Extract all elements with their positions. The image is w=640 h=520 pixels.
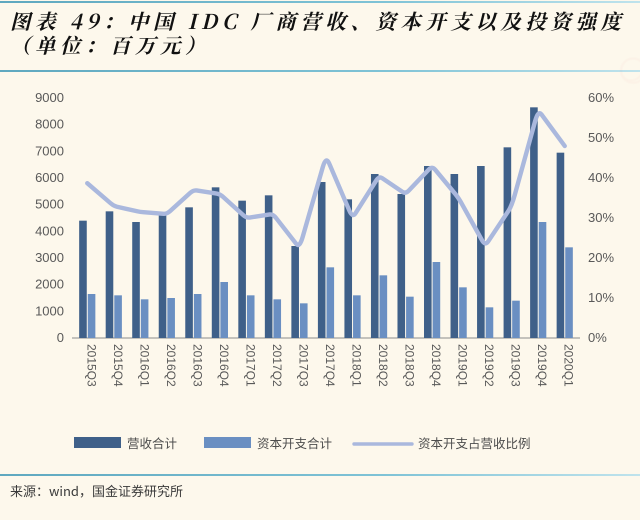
svg-text:2015Q3: 2015Q3 [84,344,98,387]
svg-text:2016Q3: 2016Q3 [190,344,204,387]
svg-text:40%: 40% [588,170,614,185]
svg-text:8000: 8000 [35,117,64,132]
svg-text:2020Q1: 2020Q1 [562,344,576,387]
svg-text:9000: 9000 [35,90,64,105]
svg-text:2018Q2: 2018Q2 [376,344,390,387]
svg-text:2017Q3: 2017Q3 [296,344,310,387]
svg-text:5000: 5000 [35,197,64,212]
svg-text:7000: 7000 [35,143,64,158]
svg-text:6000: 6000 [35,170,64,185]
svg-text:10%: 10% [588,290,614,305]
svg-text:2017Q1: 2017Q1 [243,344,257,387]
svg-text:30%: 30% [588,210,614,225]
svg-text:2000: 2000 [35,277,64,292]
svg-text:2019Q1: 2019Q1 [456,344,470,387]
svg-text:2015Q4: 2015Q4 [111,344,125,387]
svg-text:2019Q2: 2019Q2 [482,344,496,387]
svg-text:2016Q4: 2016Q4 [217,344,231,387]
svg-text:50%: 50% [588,130,614,145]
svg-text:2016Q2: 2016Q2 [164,344,178,387]
svg-text:2018Q1: 2018Q1 [350,344,364,387]
svg-text:0%: 0% [588,330,607,345]
svg-text:2019Q4: 2019Q4 [535,344,549,387]
svg-text:2018Q4: 2018Q4 [429,344,443,387]
svg-text:1000: 1000 [35,303,64,318]
svg-text:2016Q1: 2016Q1 [137,344,151,387]
svg-text:2017Q4: 2017Q4 [323,344,337,387]
svg-text:20%: 20% [588,250,614,265]
svg-text:60%: 60% [588,90,614,105]
svg-text:2017Q2: 2017Q2 [270,344,284,387]
svg-text:4000: 4000 [35,223,64,238]
svg-text:3000: 3000 [35,250,64,265]
svg-text:0: 0 [57,330,64,345]
svg-text:2018Q3: 2018Q3 [403,344,417,387]
svg-text:2019Q3: 2019Q3 [509,344,523,387]
